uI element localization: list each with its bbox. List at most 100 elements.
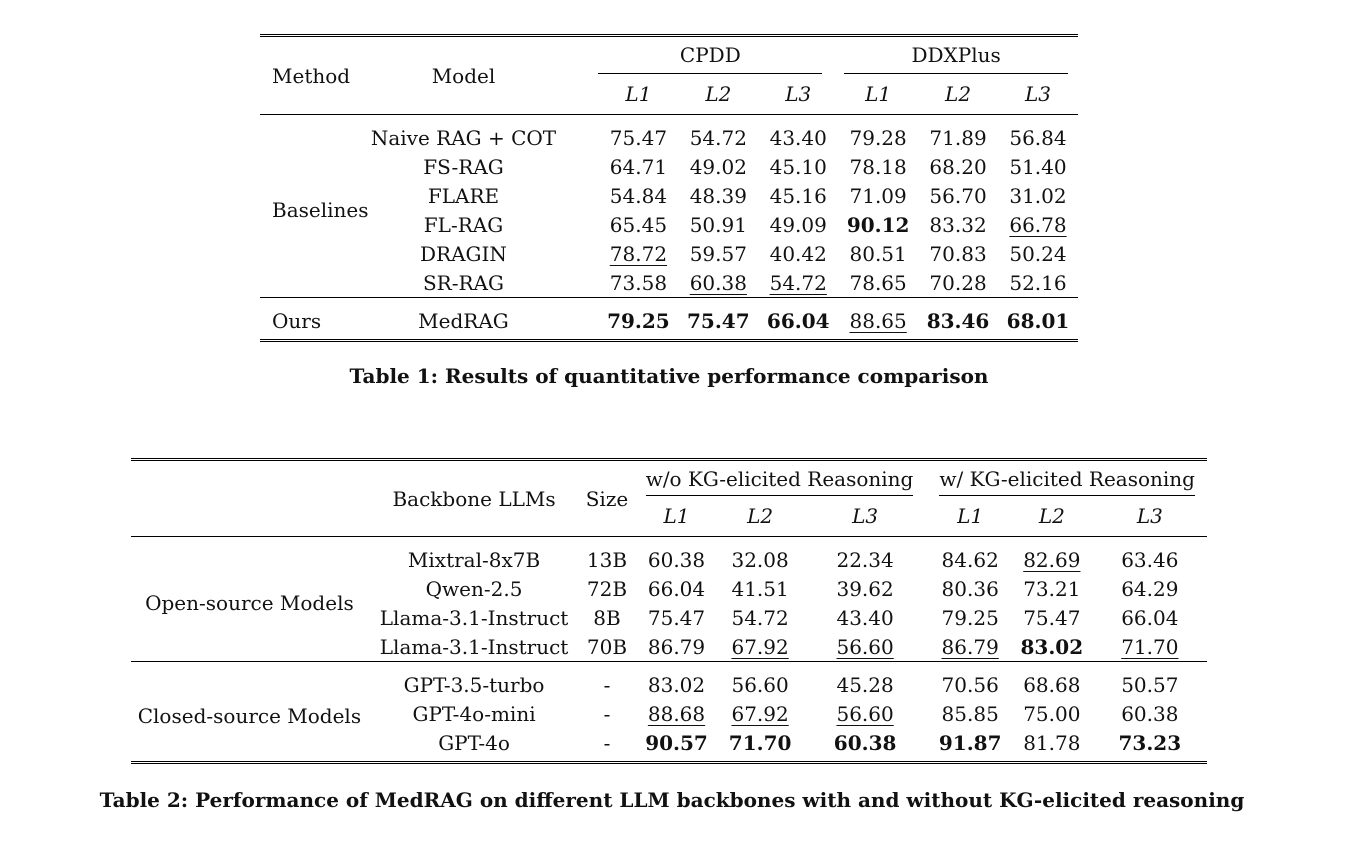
model-name: Llama-3.1-Instruct — [379, 634, 569, 659]
table-row: Ours MedRAG 79.25 75.47 66.04 88.65 83.46 68.01 — [260, 297, 1078, 341]
score-cell: 54.72 — [731, 605, 789, 630]
score-cell: 60.38 — [689, 270, 747, 295]
score-cell: 80.51 — [849, 241, 907, 266]
score-cell: 66.04 — [647, 576, 706, 601]
group-label: Ours — [272, 308, 322, 333]
score-cell: 56.84 — [1009, 125, 1067, 150]
group-label: Closed-source Models — [137, 703, 362, 728]
table-2-caption: Table 2: Performance of MedRAG on differ… — [99, 788, 1245, 812]
model-name: Mixtral-8x7B — [407, 547, 541, 572]
header-with-kg: w/ KG-elicited Reasoning — [939, 467, 1195, 496]
group-label: Baselines — [272, 198, 369, 222]
score-cell: 75.47 — [687, 308, 750, 333]
table-row: Llama-3.1-Instruct 8B 75.47 54.72 43.40 79.25… — [131, 603, 1207, 632]
header-l1: L1 — [625, 82, 652, 106]
score-cell: 49.09 — [769, 212, 827, 237]
model-size: - — [603, 672, 611, 697]
score-cell: 79.28 — [849, 125, 907, 150]
score-cell: 54.72 — [769, 270, 827, 295]
score-cell: 56.60 — [731, 672, 789, 697]
score-cell: 45.16 — [769, 183, 827, 208]
score-cell: 70.83 — [929, 241, 987, 266]
model-name: GPT-4o — [438, 730, 510, 755]
score-cell: 56.60 — [836, 701, 894, 726]
score-cell: 40.42 — [769, 241, 827, 266]
score-cell: 73.21 — [1023, 576, 1081, 601]
model-name: GPT-4o-mini — [412, 701, 536, 726]
score-cell: 82.69 — [1023, 547, 1081, 572]
score-cell: 66.04 — [766, 308, 830, 333]
score-cell: 50.57 — [1121, 672, 1179, 697]
score-cell: 56.60 — [836, 634, 894, 659]
score-cell: 49.02 — [689, 154, 747, 179]
score-cell: 86.79 — [941, 634, 999, 659]
score-cell: 31.02 — [1009, 183, 1067, 208]
header-method: Method — [272, 63, 351, 88]
table-row: Open-source Models Mixtral-8x7B 13B 60.38 32… — [131, 536, 1207, 615]
header-ddxplus: DDXPlus — [844, 43, 1068, 74]
score-cell: 73.58 — [609, 270, 668, 295]
score-cell: 78.18 — [849, 154, 907, 179]
score-cell: 83.02 — [1020, 634, 1084, 659]
model-name: Qwen-2.5 — [425, 576, 523, 601]
score-cell: 50.24 — [1009, 241, 1067, 266]
table-1: Method Model CPDD DDXPlus L1 L2 L3 L1 L2… — [260, 34, 1078, 342]
model-name: SR-RAG — [422, 270, 504, 295]
score-cell: 43.40 — [836, 605, 894, 630]
score-cell: 85.85 — [941, 701, 999, 726]
subheader-row: L1 L2 L3 L1 L2 L3 — [131, 496, 1207, 537]
score-cell: 54.72 — [689, 125, 747, 150]
score-cell: 67.92 — [731, 701, 789, 726]
model-name: DRAGIN — [420, 241, 507, 266]
score-cell: 32.08 — [731, 547, 789, 572]
header-model: Model — [431, 63, 496, 88]
model-name: MedRAG — [418, 308, 509, 333]
header-l3: L3 — [785, 82, 812, 106]
header-row: Method Model CPDD DDXPlus — [260, 35, 1078, 88]
score-cell: 60.38 — [1121, 701, 1179, 726]
table-row: Baselines Naive RAG + COT 75.47 54.72 43.40 7… — [260, 114, 1078, 222]
header-backbone: Backbone LLMs — [392, 486, 556, 511]
subheader-row: L1 L2 L3 L1 L2 L3 — [260, 74, 1078, 115]
score-cell: 75.47 — [647, 605, 706, 630]
score-cell: 60.38 — [647, 547, 706, 572]
score-cell: 84.62 — [941, 547, 999, 572]
score-cell: 75.47 — [1023, 605, 1081, 630]
header-l3: L3 — [1136, 504, 1163, 528]
score-cell: 71.09 — [849, 183, 907, 208]
score-cell: 56.70 — [929, 183, 987, 208]
score-cell: 48.39 — [689, 183, 747, 208]
model-size: 72B — [586, 576, 628, 601]
score-cell: 67.92 — [731, 634, 789, 659]
score-cell: 70.56 — [941, 672, 999, 697]
header-l2: L2 — [1038, 504, 1065, 528]
model-name: GPT-3.5-turbo — [403, 672, 545, 697]
score-cell: 66.78 — [1009, 212, 1067, 237]
score-cell: 65.45 — [609, 212, 668, 237]
header-row: Backbone LLMs Size w/o KG-elicited Reaso… — [131, 459, 1207, 511]
score-cell: 43.40 — [769, 125, 827, 150]
score-cell: 60.38 — [833, 730, 897, 755]
score-cell: 45.28 — [836, 672, 894, 697]
score-cell: 68.01 — [1006, 308, 1070, 333]
score-cell: 90.12 — [846, 212, 910, 237]
score-cell: 90.57 — [645, 730, 708, 755]
score-cell: 80.36 — [941, 576, 999, 601]
header-l3: L3 — [852, 504, 879, 528]
score-cell: 83.32 — [929, 212, 987, 237]
score-cell: 75.47 — [609, 125, 668, 150]
header-without-kg: w/o KG-elicited Reasoning — [645, 467, 914, 496]
score-cell: 79.25 — [607, 308, 670, 333]
score-cell: 79.25 — [941, 605, 999, 630]
header-l2: L2 — [705, 82, 732, 106]
model-name: Naive RAG + COT — [370, 125, 557, 150]
table-2: Backbone LLMs Size w/o KG-elicited Reaso… — [131, 458, 1207, 764]
score-cell: 88.65 — [849, 308, 907, 333]
model-name: FLARE — [427, 183, 500, 208]
table-row: Closed-source Models GPT-3.5-turbo - 83.02 5… — [131, 661, 1207, 728]
score-cell: 68.68 — [1023, 672, 1081, 697]
score-cell: 78.72 — [609, 241, 668, 266]
score-cell: 83.02 — [647, 672, 706, 697]
score-cell: 52.16 — [1009, 270, 1067, 295]
score-cell: 71.70 — [1121, 634, 1179, 659]
